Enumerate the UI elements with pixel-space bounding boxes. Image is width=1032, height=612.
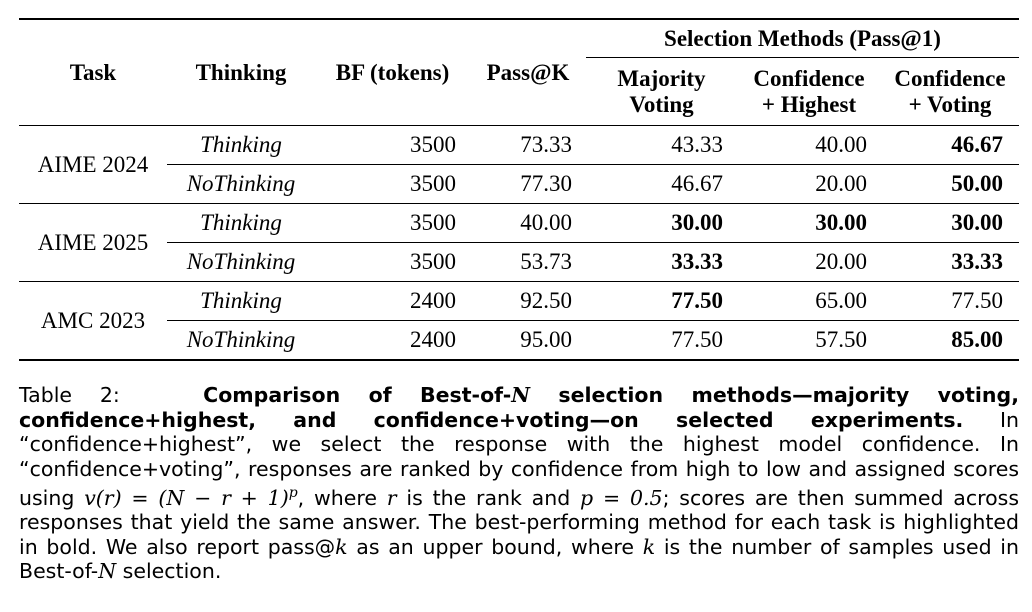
header-thinking: Thinking (195, 59, 287, 85)
confidence-voting-cell: 46.67 (951, 132, 1003, 157)
confidence-voting-cell: 33.33 (951, 249, 1003, 274)
table-row: AMC 2023 Thinking 2400 92.50 77.50 65.00 77.50 (19, 282, 1019, 333)
majority-voting-cell: 77.50 (671, 327, 723, 352)
row-separator-rule (19, 320, 1019, 321)
header-confidence-voting: Confidence + Voting (881, 57, 1019, 126)
header-majority-line2: Voting (629, 91, 694, 117)
header-task: Task (69, 59, 117, 85)
caption-text-2: , where (297, 485, 387, 510)
header-confidence-highest: Confidence + Highest (737, 57, 881, 126)
caption-text-3: is the rank and (396, 485, 581, 510)
row-separator-rule (19, 164, 1019, 165)
caption-text-4: ; scores are then summed across response… (19, 485, 1019, 559)
header-bottom-rule (19, 125, 1019, 126)
confidence-highest-cell: 20.00 (815, 171, 867, 196)
caption-text-5: as an upper bound, where (347, 534, 643, 559)
confidence-highest-cell: 40.00 (815, 132, 867, 157)
confidence-highest-cell: 20.00 (815, 249, 867, 274)
caption-formula: v(r) = (N − r + 1)p (84, 485, 298, 510)
header-row-1: Task Thinking BF (tokens) Pass@K Selecti… (19, 20, 1019, 85)
majority-voting-cell: 77.50 (671, 288, 723, 313)
thinking-mode-cell: NoThinking (186, 171, 296, 196)
task-cell: AIME 2025 (37, 229, 149, 255)
table-row: NoThinking 2400 95.00 77.50 57.50 85.00 (19, 321, 1019, 360)
header-conf-voting-line1: Confidence (894, 65, 1006, 91)
caption-formula-exp: p (288, 485, 298, 501)
table-row: AIME 2024 Thinking 3500 73.33 43.33 40.00 46.6… (19, 126, 1019, 177)
bottom-rule (19, 359, 1019, 362)
confidence-voting-cell: 77.50 (951, 288, 1003, 313)
caption-var-k: k (335, 534, 348, 559)
caption-bold-a: Comparison of Best-of- (203, 383, 512, 407)
thinking-mode-cell: NoThinking (186, 327, 296, 352)
confidence-highest-cell: 65.00 (815, 288, 867, 313)
majority-voting-cell: 43.33 (671, 132, 723, 157)
passk-cell: 95.00 (520, 327, 572, 352)
bf-tokens-cell: 2400 (410, 327, 456, 352)
header-majority-voting: Majority Voting (586, 57, 737, 126)
header-conf-highest-line1: Confidence (753, 65, 865, 91)
confidence-voting-cell: 50.00 (951, 171, 1003, 196)
task-cell: AIME 2024 (37, 151, 149, 177)
majority-voting-cell: 46.67 (671, 171, 723, 196)
caption-var-n: N (98, 559, 117, 584)
caption-p-eq: p = 0.5 (580, 485, 663, 510)
header-row-2: Majority Voting Confidence + Highest Con… (19, 57, 1019, 126)
caption-var-k2: k (642, 534, 656, 559)
thinking-mode-cell: NoThinking (186, 249, 296, 274)
header-majority-line1: Majority (617, 65, 706, 91)
row-separator-rule (19, 242, 1019, 243)
caption-bold-n: N (511, 383, 530, 407)
confidence-highest-cell: 57.50 (815, 327, 867, 352)
table-row: AIME 2025 Thinking 3500 40.00 30.00 30.00 30.0… (19, 204, 1019, 255)
bf-tokens-cell: 3500 (410, 171, 456, 196)
group-separator-rule (19, 203, 1019, 204)
header-selection-label: Selection Methods (Pass@1) (664, 25, 941, 51)
task-cell: AMC 2023 (40, 307, 146, 333)
caption-bold-b: selection methods—majority voting, confi… (19, 383, 1019, 432)
table-caption: Table 2: Comparison of Best-of-N selecti… (19, 383, 1019, 584)
caption-formula-body: v(r) = (N − r + 1) (84, 485, 289, 510)
table-row: NoThinking 3500 77.30 46.67 20.00 50.00 (19, 165, 1019, 204)
bf-tokens-cell: 3500 (410, 249, 456, 274)
bf-tokens-cell: 3500 (410, 210, 456, 235)
caption-text-7: selection. (116, 559, 222, 584)
confidence-voting-cell: 85.00 (951, 327, 1003, 352)
bf-tokens-cell: 3500 (410, 132, 456, 157)
header-selection-group: Selection Methods (Pass@1) (586, 20, 1019, 58)
table-row: NoThinking 3500 53.73 33.33 20.00 33.33 (19, 243, 1019, 282)
passk-cell: 77.30 (520, 171, 572, 196)
caption-text-6: is the number of samples used in Best-of… (19, 534, 1019, 584)
thinking-mode-cell: Thinking (200, 288, 282, 313)
confidence-highest-cell: 30.00 (815, 210, 867, 235)
passk-cell: 92.50 (520, 288, 572, 313)
results-table-container: Task Thinking BF (tokens) Pass@K Selecti… (19, 18, 1019, 362)
thinking-mode-cell: Thinking (200, 132, 282, 157)
caption-var-r: r (386, 485, 397, 510)
group-separator-rule (19, 281, 1019, 282)
passk-cell: 53.73 (520, 249, 572, 274)
caption-label: Table 2: (19, 383, 120, 407)
caption-bold-summary: Comparison of Best-of-N selection method… (19, 383, 1019, 432)
passk-cell: 73.33 (520, 132, 572, 157)
thinking-mode-cell: Thinking (200, 210, 282, 235)
header-bf: BF (tokens) (335, 59, 450, 85)
confidence-voting-cell: 30.00 (951, 210, 1003, 235)
header-passk: Pass@K (486, 59, 570, 85)
caption-text-1: In “confidence+highest”, we select the r… (19, 407, 1019, 510)
majority-voting-cell: 30.00 (671, 210, 723, 235)
header-conf-voting-line2: + Voting (908, 91, 992, 117)
passk-cell: 40.00 (520, 210, 572, 235)
header-conf-highest-line2: + Highest (761, 91, 857, 117)
bf-tokens-cell: 2400 (410, 288, 456, 313)
results-table: Task Thinking BF (tokens) Pass@K Selecti… (19, 18, 1019, 362)
majority-voting-cell: 33.33 (671, 249, 723, 274)
